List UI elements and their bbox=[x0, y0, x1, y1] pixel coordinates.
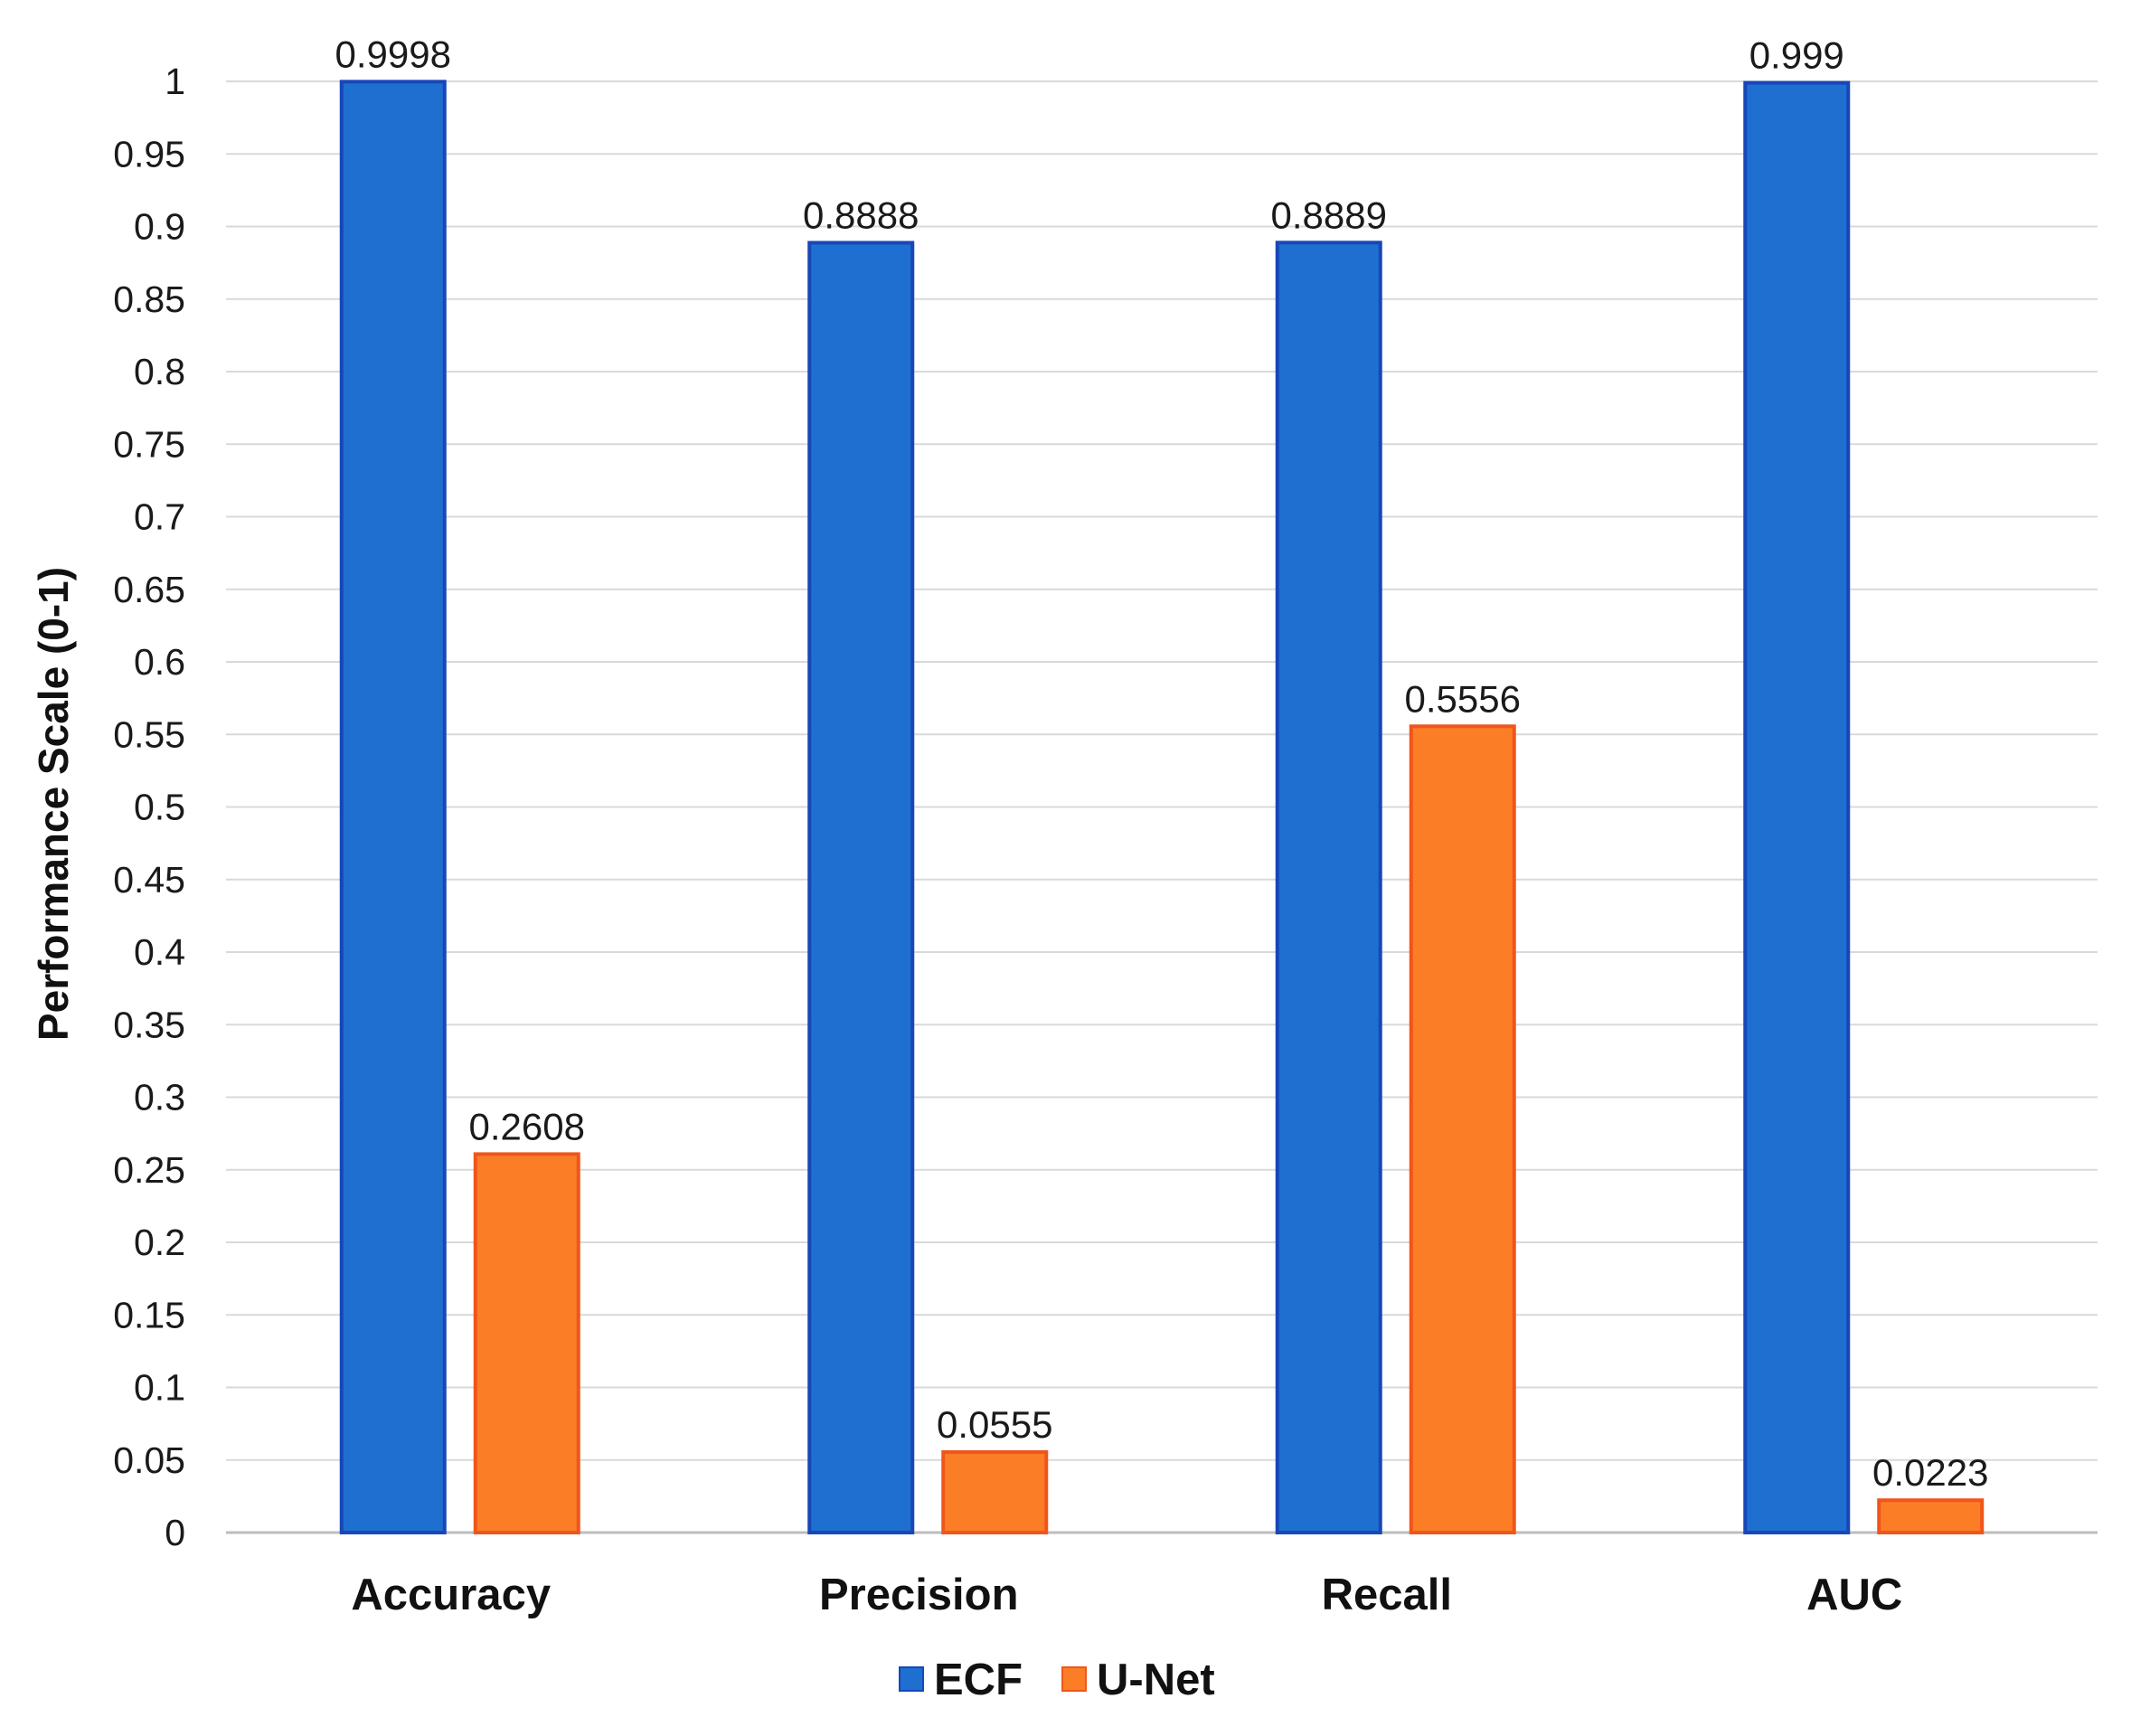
data-label: 0.8888 bbox=[803, 193, 919, 236]
data-label: 0.999 bbox=[1749, 34, 1844, 77]
x-axis-categories: Accuracy Precision Recall AUC bbox=[351, 1571, 1902, 1619]
data-label: 0.0223 bbox=[1872, 1451, 1988, 1494]
y-tick-label: 0.3 bbox=[134, 1077, 185, 1118]
data-label: 0.8889 bbox=[1271, 193, 1387, 236]
x-category-label: AUC bbox=[1806, 1571, 1902, 1619]
bar-u-net-accuracy bbox=[473, 1152, 580, 1535]
y-tick-label: 0.2 bbox=[134, 1222, 185, 1263]
data-label: 0.9998 bbox=[335, 33, 451, 75]
y-tick-label: 0.15 bbox=[113, 1294, 185, 1335]
y-axis-label: Performance Scale (0-1) bbox=[30, 567, 77, 1041]
x-category-label: Recall bbox=[1322, 1571, 1452, 1619]
y-tick-label: 0.05 bbox=[113, 1439, 185, 1481]
y-tick-label: 0.45 bbox=[113, 859, 185, 901]
y-axis-ticks: 0 0.05 0.1 0.15 0.2 0.25 0.3 0.35 0.4 0.45 0.5 0.55… bbox=[113, 61, 185, 1553]
y-tick-label: 0.7 bbox=[134, 496, 185, 538]
y-tick-label: 0.65 bbox=[113, 569, 185, 610]
y-tick-label: 0.9 bbox=[134, 206, 185, 248]
y-tick-label: 0 bbox=[165, 1512, 185, 1553]
y-tick-label: 0.55 bbox=[113, 713, 185, 755]
legend-swatch bbox=[1061, 1666, 1087, 1692]
bar-ecf-recall bbox=[1275, 241, 1382, 1534]
legend-label: U-Net bbox=[1097, 1656, 1215, 1704]
y-tick-label: 0.85 bbox=[113, 278, 185, 320]
bar-ecf-accuracy bbox=[339, 80, 447, 1534]
y-tick-label: 0.8 bbox=[134, 351, 185, 392]
data-label: 0.2608 bbox=[469, 1105, 585, 1147]
data-label: 0.0555 bbox=[937, 1403, 1052, 1446]
bar-u-net-precision bbox=[941, 1449, 1049, 1534]
y-tick-label: 0.5 bbox=[134, 787, 185, 828]
legend: ECF U-Net bbox=[899, 1656, 1215, 1704]
bar-u-net-recall bbox=[1409, 724, 1516, 1534]
bar-u-net-auc bbox=[1877, 1498, 1985, 1534]
y-tick-label: 0.1 bbox=[134, 1367, 185, 1409]
legend-swatch bbox=[899, 1666, 924, 1692]
x-category-label: Precision bbox=[819, 1571, 1019, 1619]
x-category-label: Accuracy bbox=[351, 1571, 551, 1619]
y-tick-label: 0.4 bbox=[134, 931, 185, 973]
y-tick-label: 0.95 bbox=[113, 133, 185, 175]
data-labels: 0.9998 0.2608 0.8888 0.0555 0.8889 0.5556 0.99… bbox=[335, 33, 1989, 1494]
data-label: 0.5556 bbox=[1405, 677, 1521, 720]
y-tick-label: 0.25 bbox=[113, 1149, 185, 1191]
y-tick-label: 0.75 bbox=[113, 423, 185, 465]
bar-ecf-precision bbox=[807, 241, 915, 1535]
bar-ecf-auc bbox=[1743, 80, 1851, 1535]
y-tick-label: 1 bbox=[165, 61, 185, 102]
y-tick-label: 0.35 bbox=[113, 1004, 185, 1045]
bars bbox=[339, 80, 1985, 1535]
legend-label: ECF bbox=[934, 1656, 1023, 1704]
y-tick-label: 0.6 bbox=[134, 641, 185, 683]
